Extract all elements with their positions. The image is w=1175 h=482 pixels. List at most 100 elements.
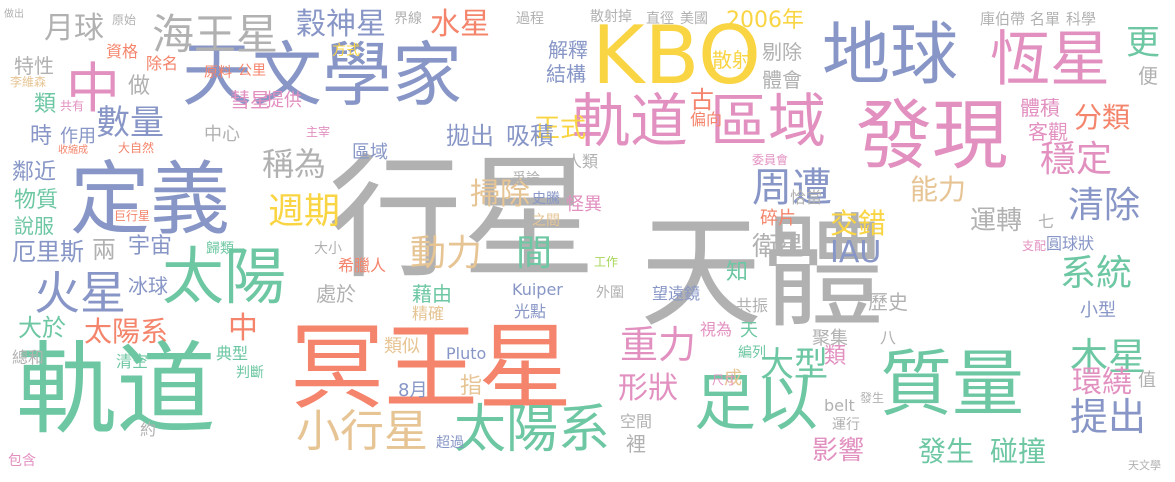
word-jiaocuo: 交錯 xyxy=(830,207,887,240)
word-lishi: 歷史 xyxy=(868,290,908,314)
word-tianti: 天體 xyxy=(640,202,884,344)
word-wuzhi: 物質 xyxy=(14,188,59,213)
word-yuanshi: 原始 xyxy=(112,13,137,27)
word-gongzhen: 共振 xyxy=(736,296,769,315)
word-chicun: 尺寸 xyxy=(712,373,737,387)
word-zhijing: 直徑 xyxy=(646,11,674,27)
word-wending: 穩定 xyxy=(1040,139,1113,180)
word-qiadang: 恰當 xyxy=(790,188,823,207)
word-zuochu: 做出 xyxy=(4,9,24,20)
word-tichu: 提出 xyxy=(1070,395,1147,439)
word-lei: 類 xyxy=(34,92,57,117)
word-jian: 間 xyxy=(516,233,553,274)
word-baohan: 包含 xyxy=(8,453,36,469)
word-chaoguo: 超過 xyxy=(436,435,464,451)
word-sanshe: 散射 xyxy=(712,48,752,72)
word-weiyuanhui: 委員會 xyxy=(752,153,789,167)
word-huoxing: 火星 xyxy=(34,266,126,320)
word-renlei: 人類 xyxy=(566,152,599,171)
word-daziran: 大自然 xyxy=(118,141,155,155)
word-yunxing: 運行 xyxy=(832,417,860,433)
word-dingyi: 定義 xyxy=(70,153,230,246)
word-xiji: 吸積 xyxy=(506,122,554,150)
word-guaiyi: 怪異 xyxy=(566,194,602,215)
word-guangdian: 光點 xyxy=(514,302,547,321)
word-keguan: 客觀 xyxy=(1028,120,1068,144)
word-kbo: KBO xyxy=(592,9,761,102)
word-li: 裡 xyxy=(626,432,646,456)
word-taiyangxi-2: 太陽系 xyxy=(84,315,169,348)
word-yingxiang: 影響 xyxy=(812,436,865,466)
word-zhenglun: 爭論 xyxy=(512,171,540,187)
word-jingque: 精確 xyxy=(412,304,445,323)
word-juxingxing: 巨行星 xyxy=(114,209,151,223)
word-paochu: 拋出 xyxy=(446,122,494,150)
word-lei-2: 類 xyxy=(824,344,847,369)
word-faxian: 發現 xyxy=(856,91,1008,180)
word-zhi-3: 值 xyxy=(1138,370,1156,391)
word-zhiliang: 質量 xyxy=(880,342,1025,426)
word-zhongli: 重力 xyxy=(620,323,697,367)
word-tianwenxue: 天文學 xyxy=(1128,459,1161,472)
word-zhouqi: 週期 xyxy=(268,191,341,232)
word-mingwangxing: 冥王星 xyxy=(290,314,573,423)
word-pengzhuang: 碰撞 xyxy=(990,435,1047,468)
word-fasheng: 發生 xyxy=(918,435,975,468)
word-waiwei: 外圍 xyxy=(596,285,624,301)
word-jiegou: 結構 xyxy=(546,62,586,86)
word-tichu2: 剔除 xyxy=(762,40,802,64)
word-panduan: 判斷 xyxy=(236,365,264,381)
word-zonghe: 總和 xyxy=(12,348,45,367)
word-bingqiu: 冰球 xyxy=(128,274,168,298)
word-gushenxing: 穀神星 xyxy=(296,7,386,42)
word-belt: belt xyxy=(824,396,855,415)
word-quyu-2: 區域 xyxy=(352,142,388,163)
word-hengxing: 恆星 xyxy=(990,25,1110,95)
word-taiyangxi: 太陽系 xyxy=(454,400,611,460)
word-geng: 更 xyxy=(1126,23,1160,63)
word-xiaoxingxing: 小行星 xyxy=(296,406,428,457)
word-jiexian: 界線 xyxy=(394,11,422,27)
word-pianxiang: 偏向 xyxy=(690,110,723,129)
word-haiwangxing: 海王星 xyxy=(152,10,279,59)
word-fangshi: 方式 xyxy=(332,43,360,59)
word-shi: 時 xyxy=(30,124,53,149)
word-shuliang: 數量 xyxy=(96,103,164,143)
word-muxing: 木星 xyxy=(1070,335,1147,379)
word-bian: 便 xyxy=(1138,64,1158,88)
word-eilisi: 厄里斯 xyxy=(12,238,84,266)
word-yuanliao: 原料 xyxy=(204,65,232,81)
word-guidao-2: 軌道 xyxy=(572,87,689,155)
word-yueqiu: 月球 xyxy=(44,11,104,46)
word-zhi: 知 xyxy=(726,260,749,285)
word-suipian: 碎片 xyxy=(760,208,796,229)
word-tihui: 體會 xyxy=(762,68,802,92)
word-zhijian: 之間 xyxy=(532,213,560,229)
word-shuixing: 水星 xyxy=(430,7,490,42)
word-kubodai: 庫伯帶 xyxy=(980,10,1026,28)
word-iau: IAU xyxy=(830,235,882,270)
word-diqiu: 地球 xyxy=(822,16,959,95)
word-tianwenxuejia: 天文學家 xyxy=(182,34,462,116)
word-yuanqiuzhuang: 圓球狀 xyxy=(1046,234,1095,253)
word-xiaoxing: 小型 xyxy=(1080,300,1116,321)
word-zhengshi: 正式 xyxy=(534,114,587,144)
word-chuming: 除名 xyxy=(146,54,179,73)
word-zhipei: 支配 xyxy=(1022,239,1047,253)
word-fasheng-2: 發生 xyxy=(860,391,885,405)
word-chengwei: 稱為 xyxy=(262,145,327,183)
word-xitong: 系統 xyxy=(1060,253,1133,294)
word-tiji: 體積 xyxy=(1020,96,1060,120)
word-huixing: 彗星 xyxy=(230,88,270,112)
word-shousuocheng: 收縮成 xyxy=(58,145,88,156)
word-8yue: 8月 xyxy=(398,380,428,401)
word-zuo: 做 xyxy=(128,74,151,99)
word-tian: 天 xyxy=(740,320,758,341)
word-daxiao: 大小 xyxy=(314,241,342,257)
word-quyu: 區域 xyxy=(710,87,827,155)
word-zhouzao: 周遭 xyxy=(752,165,832,211)
word-wangyuanjing: 望遠鏡 xyxy=(652,284,701,303)
word-zuoyong: 作用 xyxy=(60,126,96,147)
word-xingzhuang: 形狀 xyxy=(618,371,678,406)
word-saochu: 掃除 xyxy=(470,177,530,212)
